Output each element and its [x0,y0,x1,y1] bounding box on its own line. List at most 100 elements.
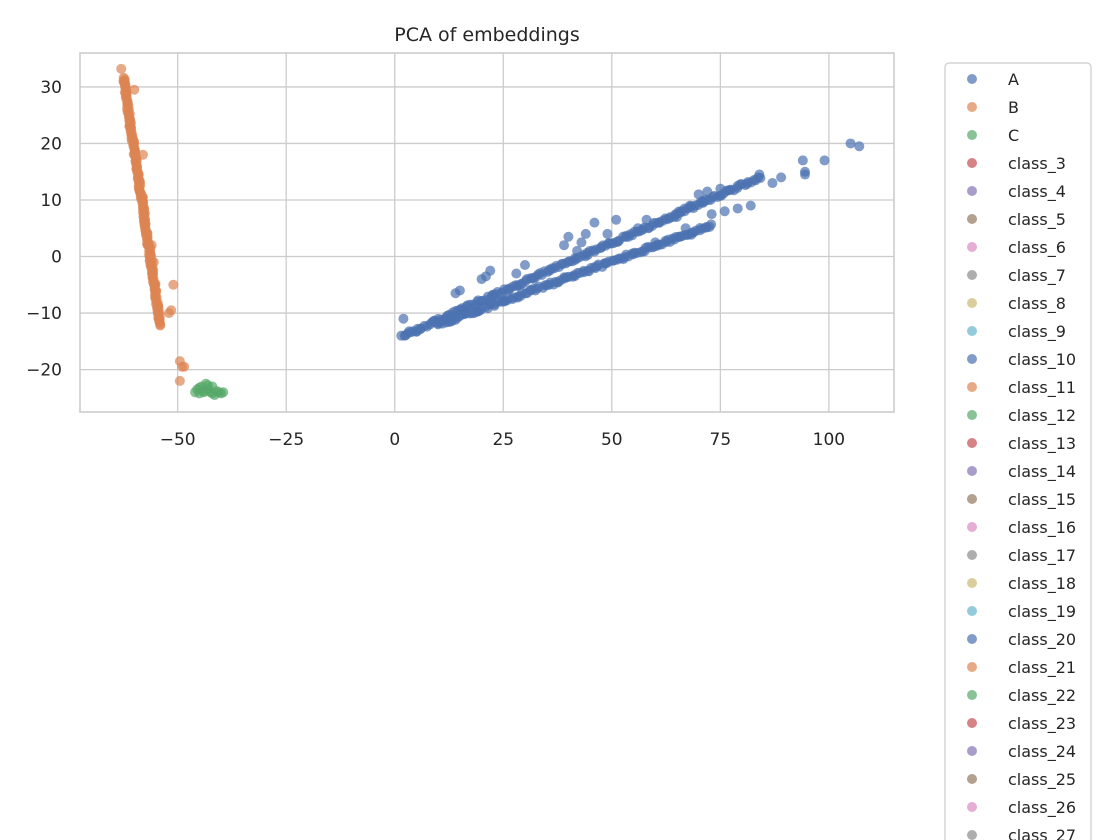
legend-item: class_17 [967,546,1076,566]
legend-marker [967,270,977,280]
series-A [396,138,865,341]
legend-item: class_15 [967,490,1076,510]
legend-label: class_15 [1008,490,1076,510]
data-point [702,186,713,197]
legend-item: class_3 [967,154,1066,174]
legend-label: A [1008,70,1019,89]
data-point [641,214,652,225]
data-point [116,63,127,74]
legend-item: class_13 [967,434,1076,454]
legend-item: C [967,126,1019,145]
legend-box [944,62,1092,840]
data-point [845,138,856,149]
y-tick-label: 30 [40,78,62,98]
x-tick-label: 0 [389,430,400,450]
data-point [129,84,140,95]
y-tick-label: 10 [40,191,62,211]
legend-item: class_20 [967,630,1076,650]
series-C [190,378,229,401]
data-point [706,209,717,220]
legend-marker [967,186,977,196]
legend-marker [967,606,977,616]
data-point [854,141,865,152]
legend-label: class_19 [1008,602,1076,622]
legend-marker [967,326,977,336]
legend-item: class_23 [967,714,1076,734]
legend-item: class_8 [967,294,1066,314]
legend-marker [967,298,977,308]
legend-marker [967,438,977,448]
legend-item: A [967,70,1019,89]
data-point [767,178,778,189]
legend-label: class_9 [1008,322,1066,342]
data-point [137,149,148,160]
legend-label: class_18 [1008,574,1076,594]
legend-label: class_5 [1008,210,1066,230]
legend-label: class_21 [1008,658,1076,678]
data-point [163,308,174,319]
data-point [650,237,661,248]
data-point [589,217,600,228]
legend-item: class_9 [967,322,1066,342]
scatter-points [116,63,865,401]
legend-item: class_19 [967,602,1076,622]
data-point [680,223,691,234]
legend-item: class_11 [967,378,1076,398]
legend-marker [967,382,977,392]
legend-label: class_24 [1008,742,1076,762]
legend-marker [967,746,977,756]
data-point [632,223,643,234]
x-tick-label: 50 [601,430,623,450]
x-tick-label: −25 [268,430,304,450]
legend-marker [967,466,977,476]
plot-frame [79,52,895,413]
data-point [776,172,787,183]
chart-title: PCA of embeddings [394,24,579,46]
legend-marker [967,662,977,672]
legend-item: B [967,98,1019,117]
legend-marker [967,158,977,168]
legend-marker [967,830,977,840]
data-point [602,228,613,239]
data-point [207,388,218,399]
legend-item: class_12 [967,406,1076,426]
data-point [706,219,717,230]
data-point [398,313,409,324]
data-point [155,319,166,330]
legend-marker [967,214,977,224]
grid-lines [80,53,894,412]
legend-item: class_22 [967,686,1076,706]
data-point [174,375,185,386]
legend-label: class_3 [1008,154,1066,174]
data-point [580,228,591,239]
legend-label: class_27 [1008,826,1076,840]
data-point [218,387,229,398]
y-tick-label: −20 [26,361,62,381]
data-point [148,257,159,268]
legend-item: class_27 [967,826,1076,840]
data-point [142,228,153,239]
legend-item: class_4 [967,182,1066,202]
legend-item: class_10 [967,350,1076,370]
data-point [684,200,695,211]
legend-marker [967,494,977,504]
legend-item: class_5 [967,210,1066,230]
data-point [663,234,674,245]
legend-label: C [1008,126,1019,145]
legend-item: class_24 [967,742,1076,762]
data-point [693,189,704,200]
data-point [797,155,808,166]
data-point [194,382,205,393]
legend-label: class_20 [1008,630,1076,650]
legend-label: class_22 [1008,686,1076,706]
series-B [116,63,190,386]
data-point [411,326,422,337]
data-point [576,237,587,248]
legend-label: class_7 [1008,266,1066,286]
legend-marker [967,578,977,588]
data-point [745,200,756,211]
legend-marker [967,354,977,364]
data-point [754,169,765,180]
legend-label: B [1008,98,1019,117]
